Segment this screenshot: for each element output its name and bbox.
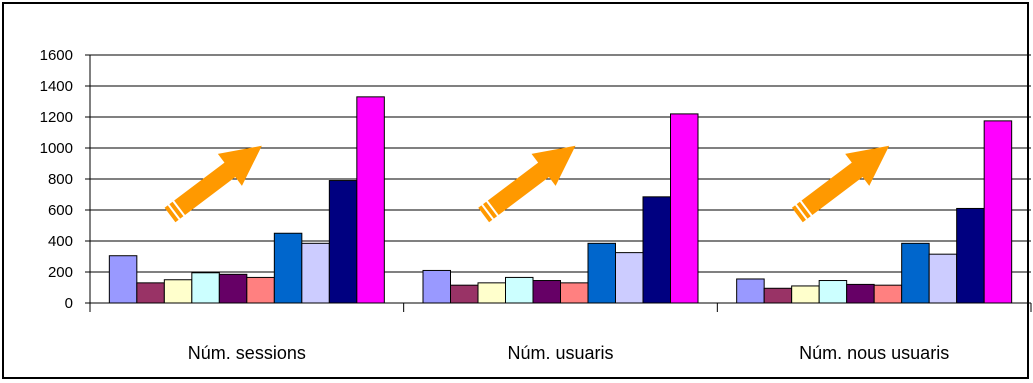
y-tick-label: 0: [65, 295, 73, 312]
bar: [588, 243, 616, 303]
x-category-label: Núm. usuaris: [507, 343, 613, 363]
bar: [219, 274, 247, 303]
y-tick-label: 200: [48, 264, 73, 281]
bar: [984, 121, 1012, 303]
bar: [764, 288, 792, 303]
axes: [90, 55, 1031, 312]
arrow-body: [472, 130, 588, 231]
bar: [902, 243, 930, 303]
arrow-body: [158, 130, 274, 231]
bar: [533, 281, 561, 303]
bar: [164, 280, 192, 303]
bar: [616, 253, 644, 303]
trend-arrow-icon: [158, 130, 274, 231]
y-tick-label: 800: [48, 171, 73, 188]
y-tick-label: 400: [48, 233, 73, 250]
y-tick-label: 1200: [40, 109, 73, 126]
bar: [561, 283, 589, 303]
arrow-body: [785, 130, 901, 231]
y-tick-label: 1000: [40, 140, 73, 157]
bar: [957, 208, 985, 303]
bar: [737, 279, 765, 303]
y-tick-label: 1400: [40, 78, 73, 95]
bar: [929, 254, 957, 303]
bar: [792, 286, 820, 303]
bar: [302, 243, 330, 303]
y-tick-label: 600: [48, 202, 73, 219]
y-axis-ticks: 0 200 400 600 800 1000 1200 1400 1600: [40, 47, 90, 312]
y-tick-label: 1600: [40, 47, 73, 64]
bar: [274, 233, 302, 303]
x-category-label: Núm. nous usuaris: [799, 343, 949, 363]
trend-arrow-icon: [785, 130, 901, 231]
bar: [357, 97, 385, 303]
bar: [643, 197, 671, 303]
bar: [329, 181, 357, 303]
bar: [819, 281, 847, 303]
bar: [847, 284, 875, 303]
bar: [874, 285, 902, 303]
bar: [423, 270, 451, 303]
category-labels: Núm. sessions Núm. usuaris Núm. nous usuar…: [188, 343, 949, 363]
bar: [109, 256, 137, 303]
x-category-label: Núm. sessions: [188, 343, 306, 363]
bar: [478, 283, 506, 303]
bar: [671, 114, 699, 303]
bar: [247, 277, 274, 303]
bar: [192, 273, 220, 303]
bar: [451, 285, 479, 303]
trend-arrows: [158, 130, 901, 231]
bar: [506, 277, 534, 303]
bar: [137, 283, 165, 303]
trend-arrow-icon: [472, 130, 588, 231]
